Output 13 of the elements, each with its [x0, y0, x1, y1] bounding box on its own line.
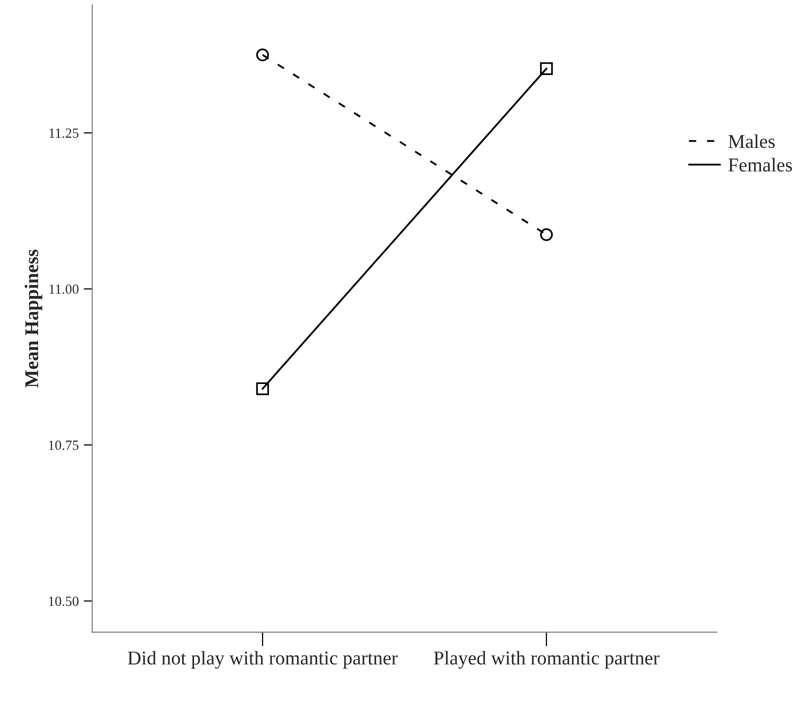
- x-tick-label: Did not play with romantic partner: [128, 650, 398, 669]
- y-axis-title: Mean Happiness: [24, 250, 42, 388]
- y-tick-label: 11.00: [50, 284, 78, 294]
- y-tick-label: 10.50: [49, 596, 78, 606]
- point: [540, 62, 553, 75]
- y-tick-label: 10.75: [49, 440, 78, 450]
- x-tick-label: Played with romantic partner: [434, 650, 660, 669]
- y-tick-label: 11.25: [50, 128, 78, 138]
- point: [540, 228, 553, 242]
- legend-label: Males: [728, 134, 775, 148]
- point: [256, 48, 269, 62]
- legend-label: Females: [728, 158, 792, 172]
- point: [256, 382, 269, 396]
